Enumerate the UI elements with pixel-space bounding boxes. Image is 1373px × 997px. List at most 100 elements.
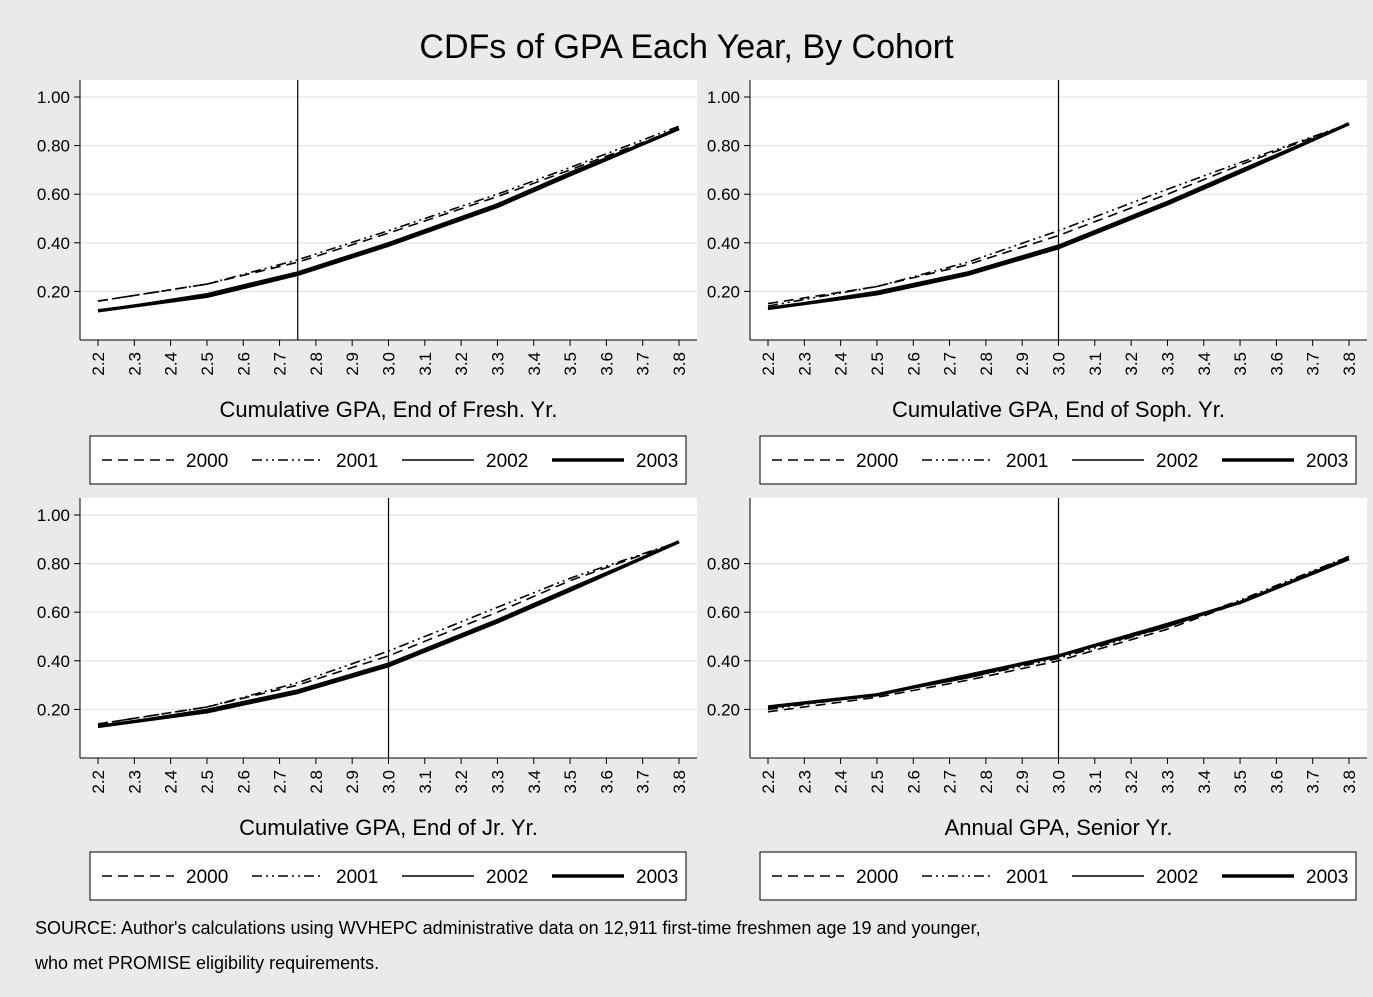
x-tick-label: 3.1 (1086, 770, 1105, 794)
x-tick-label: 2.7 (271, 770, 290, 794)
legend-label: 2003 (1306, 451, 1348, 472)
y-tick-label: 1.00 (37, 506, 70, 525)
x-tick-label: 3.7 (634, 770, 653, 794)
legend-label: 2000 (856, 867, 898, 888)
x-tick-label: 3.4 (1195, 770, 1214, 794)
x-tick-label: 2.2 (759, 352, 778, 376)
x-axis-title: Cumulative GPA, End of Jr. Yr. (239, 815, 538, 840)
x-tick-label: 3.0 (380, 352, 399, 376)
legend-label: 2003 (1306, 867, 1348, 888)
chart-panel-2: 0.20 0.40 0.60 0.80 1.00 2.2 2.3 2.4 2.5 2.6 2.7 2.… (707, 80, 1367, 485)
legend: 2000 2001 2002 2003 (759, 435, 1357, 485)
x-tick-label: 3.5 (1231, 352, 1250, 376)
x-tick-label: 3.6 (597, 352, 616, 376)
x-tick-label: 2.3 (125, 770, 144, 794)
x-tick-label: 3.3 (1158, 352, 1177, 376)
x-tick-label: 3.3 (488, 352, 507, 376)
plot-area (80, 80, 697, 340)
legend-label: 2001 (336, 867, 378, 888)
legend-label: 2000 (186, 867, 228, 888)
x-tick-label: 2.4 (162, 770, 181, 794)
legend-label: 2001 (1006, 451, 1048, 472)
x-tick-label: 3.1 (1086, 352, 1105, 376)
x-axis-title: Cumulative GPA, End of Soph. Yr. (892, 397, 1225, 422)
x-tick-label: 3.3 (1158, 770, 1177, 794)
x-tick-label: 3.0 (1050, 770, 1069, 794)
x-tick-label: 3.5 (1231, 770, 1250, 794)
x-tick-label: 3.5 (561, 770, 580, 794)
x-tick-label: 3.1 (416, 352, 435, 376)
x-tick-label: 3.0 (380, 770, 399, 794)
legend-label: 2000 (856, 451, 898, 472)
y-tick-label: 0.80 (37, 555, 70, 574)
x-tick-label: 3.2 (1122, 352, 1141, 376)
x-tick-label: 2.7 (941, 352, 960, 376)
y-tick-label: 0.40 (37, 652, 70, 671)
x-tick-label: 2.3 (125, 352, 144, 376)
x-tick-label: 2.6 (904, 352, 923, 376)
x-tick-label: 2.5 (868, 770, 887, 794)
x-tick-label: 2.7 (941, 770, 960, 794)
chart-panel-4: 0.20 0.40 0.60 0.80 2.2 2.3 2.4 2.5 2.6 2.7 2.8 2.9… (707, 498, 1367, 901)
y-tick-label: 0.80 (707, 137, 740, 156)
series-line-2003 (97, 127, 680, 313)
x-tick-label: 3.8 (1340, 770, 1359, 794)
x-tick-label: 3.4 (525, 770, 544, 794)
y-tick-label: 0.60 (707, 185, 740, 204)
y-tick-label: 0.40 (707, 234, 740, 253)
x-tick-label: 3.8 (1340, 352, 1359, 376)
y-tick-label: 1.00 (707, 88, 740, 107)
y-tick-label: 0.40 (37, 234, 70, 253)
x-axis-title: Cumulative GPA, End of Fresh. Yr. (220, 397, 558, 422)
y-tick-label: 0.60 (37, 603, 70, 622)
x-tick-label: 3.7 (1304, 770, 1323, 794)
x-tick-label: 2.4 (832, 352, 851, 376)
y-tick-label: 0.60 (37, 185, 70, 204)
x-tick-label: 2.2 (89, 770, 108, 794)
x-tick-label: 3.2 (1122, 770, 1141, 794)
series-line-2001 (97, 125, 680, 302)
y-tick-label: 0.20 (707, 282, 740, 301)
x-tick-label: 2.2 (89, 352, 108, 376)
legend-label: 2003 (636, 451, 678, 472)
x-tick-label: 2.8 (307, 352, 326, 376)
x-tick-label: 2.9 (343, 770, 362, 794)
x-tick-label: 3.5 (561, 352, 580, 376)
x-tick-label: 3.4 (525, 352, 544, 376)
x-tick-label: 2.9 (1013, 352, 1032, 376)
x-tick-label: 2.4 (162, 352, 181, 376)
legend: 2000 2001 2002 2003 (89, 851, 687, 901)
legend: 2000 2001 2002 2003 (759, 851, 1357, 901)
y-tick-label: 0.80 (707, 555, 740, 574)
x-tick-label: 3.6 (1267, 352, 1286, 376)
x-tick-label: 2.8 (307, 770, 326, 794)
x-tick-label: 3.0 (1050, 352, 1069, 376)
legend-label: 2001 (336, 451, 378, 472)
x-tick-label: 2.9 (1013, 770, 1032, 794)
chart-panel-3: 0.20 0.40 0.60 0.80 1.00 2.2 2.3 2.4 2.5 2.6 2.7 2.… (37, 498, 697, 901)
x-tick-label: 2.8 (977, 352, 996, 376)
legend-label: 2002 (486, 867, 528, 888)
x-tick-label: 3.7 (1304, 352, 1323, 376)
legend-label: 2001 (1006, 867, 1048, 888)
y-tick-label: 0.60 (707, 603, 740, 622)
legend-label: 2002 (1156, 451, 1198, 472)
x-tick-label: 3.6 (597, 770, 616, 794)
x-tick-label: 2.4 (832, 770, 851, 794)
x-tick-label: 3.1 (416, 770, 435, 794)
x-axis-title: Annual GPA, Senior Yr. (945, 815, 1173, 840)
x-tick-label: 2.6 (904, 770, 923, 794)
x-tick-label: 2.7 (271, 352, 290, 376)
x-tick-label: 2.2 (759, 770, 778, 794)
legend-label: 2003 (636, 867, 678, 888)
x-tick-label: 3.8 (670, 352, 689, 376)
source-note-line-1: SOURCE: Author's calculations using WVHE… (35, 918, 981, 938)
x-tick-label: 3.4 (1195, 352, 1214, 376)
x-tick-label: 3.8 (670, 770, 689, 794)
x-tick-label: 3.2 (452, 352, 471, 376)
figure-title: CDFs of GPA Each Year, By Cohort (419, 28, 954, 66)
x-tick-label: 2.9 (343, 352, 362, 376)
x-tick-label: 2.5 (198, 770, 217, 794)
x-tick-label: 3.2 (452, 770, 471, 794)
